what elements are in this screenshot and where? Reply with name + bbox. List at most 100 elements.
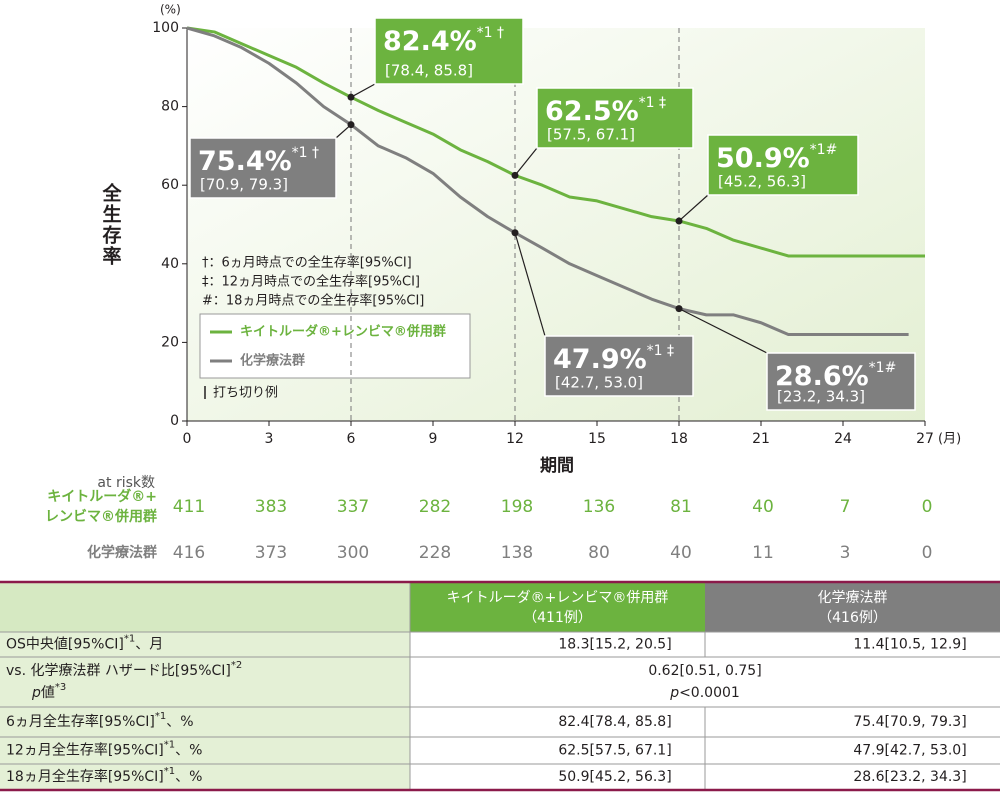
row-label-sup: *1	[164, 740, 175, 751]
legend-label: キイトルーダ®+レンビマ®併用群	[240, 324, 446, 340]
at-risk-value: 0	[922, 497, 933, 517]
callout-connector	[514, 232, 546, 337]
at-risk-value: 383	[255, 497, 287, 517]
row-label-suffix: 、月	[135, 637, 163, 653]
at-risk-value: 81	[670, 497, 692, 517]
callout-box	[544, 335, 694, 397]
row-label: p値*3	[31, 682, 66, 701]
annotation-point	[511, 171, 519, 179]
footnote: ‡：12ヵ月時点での全生存率[95%CI]	[202, 274, 420, 290]
row-label-italic: p	[31, 685, 41, 701]
callout-value-label: 62.5%	[545, 96, 639, 127]
y-tick-label: 40	[161, 256, 179, 272]
callout-box	[707, 134, 859, 196]
column-header-n: （416例）	[818, 610, 887, 626]
callout-ci: [23.2, 34.3]	[777, 388, 865, 406]
at-risk-value: 11	[752, 543, 774, 563]
at-risk-group: レンビマ®併用群	[45, 508, 157, 525]
callout-ci: [45.2, 56.3]	[718, 173, 806, 191]
callout-superscript: *1 †	[292, 145, 319, 161]
callout-connector	[678, 308, 768, 354]
row-label-suffix: 、%	[166, 714, 193, 730]
annotation-point	[347, 93, 355, 101]
x-unit: (月)	[938, 432, 961, 447]
row-label-text: 値	[41, 685, 55, 701]
at-risk-value: 416	[173, 543, 205, 563]
y-axis-title: 全生存率	[100, 182, 123, 267]
row-label-sup: *3	[55, 682, 66, 693]
callout-box	[374, 17, 524, 85]
row-label: vs. 化学療法群 ハザード比[95%CI]*2	[6, 660, 242, 679]
callout-value: 28.6%*1#	[775, 360, 896, 392]
callout-value: 47.9%*1 ‡	[553, 343, 674, 375]
row-label-text: vs. 化学療法群 ハザード比[95%CI]	[6, 662, 231, 679]
header-cell	[705, 582, 1000, 632]
callout-box	[536, 87, 694, 149]
at-risk-value: 228	[419, 543, 451, 563]
at-risk-group: 化学療法群	[87, 544, 157, 561]
x-tick-label: 27	[916, 431, 934, 447]
x-tick-label: 15	[588, 431, 606, 447]
callout-superscript: *1#	[869, 360, 897, 376]
row-label-suffix: 、%	[175, 769, 202, 785]
row-label: OS中央値[95%CI]*1、月	[6, 634, 163, 653]
merged-cell-italic: p	[669, 685, 679, 701]
table-cell: 62.5[57.5, 67.1]	[558, 743, 671, 759]
table-cell: 18.3[15.2, 20.5]	[558, 637, 671, 653]
merged-cell: 0.62[0.51, 0.75]	[648, 663, 761, 679]
annotation-point	[511, 229, 519, 237]
callout-connector	[514, 147, 538, 176]
at-risk-title: at risk数	[97, 475, 155, 491]
y-tick-label: 80	[161, 99, 179, 115]
at-risk-value: 300	[337, 543, 369, 563]
annotation-point	[675, 305, 683, 313]
row-label-text: 6ヵ月全生存率[95%CI]	[6, 713, 155, 730]
row-label-sup: *1	[124, 634, 135, 645]
header-cell	[410, 582, 705, 632]
y-tick-label: 0	[170, 413, 179, 429]
callout-value: 62.5%*1 ‡	[545, 95, 666, 127]
callout-value: 75.4%*1 †	[198, 145, 319, 177]
row-label-text: 12ヵ月全生存率[95%CI]	[6, 742, 164, 759]
callout-value: 82.4%*1 †	[383, 25, 504, 57]
y-tick-label: 100	[152, 20, 179, 36]
header-cell	[0, 582, 410, 632]
table-cell: 28.6[23.2, 34.3]	[853, 769, 966, 785]
at-risk-value: 411	[173, 497, 205, 517]
at-risk-value: 138	[501, 543, 533, 563]
table-cell: 82.4[78.4, 85.8]	[558, 714, 671, 730]
x-tick-label: 21	[752, 431, 770, 447]
censor-legend: 打ち切り例	[213, 386, 278, 401]
at-risk-value: 373	[255, 543, 287, 563]
callout-value-label: 28.6%	[775, 361, 869, 392]
callout-value: 50.9%*1#	[716, 142, 837, 174]
callout-value-label: 47.9%	[553, 344, 647, 375]
callout-connector	[350, 83, 376, 98]
row-label-sup: *1	[155, 711, 166, 722]
label-column	[0, 632, 410, 790]
x-tick-label: 9	[429, 431, 438, 447]
legend-label: 化学療法群	[240, 353, 305, 369]
callout-box	[189, 137, 337, 199]
callout-superscript: *1#	[810, 142, 838, 158]
at-risk-value: 7	[840, 497, 851, 517]
at-risk-value: 282	[419, 497, 451, 517]
x-tick-label: 0	[183, 431, 192, 447]
annotation-point	[675, 217, 683, 225]
row-label: 6ヵ月全生存率[95%CI]*1、%	[6, 711, 194, 730]
legend-box	[199, 313, 471, 379]
at-risk-value: 3	[840, 543, 851, 563]
row-label: 12ヵ月全生存率[95%CI]*1、%	[6, 740, 202, 759]
callout-value-label: 50.9%	[716, 143, 810, 174]
callout-value-label: 75.4%	[198, 146, 292, 177]
callout-ci: [78.4, 85.8]	[385, 62, 473, 80]
callout-superscript: *1 ‡	[639, 95, 666, 111]
column-header-n: （411例）	[523, 610, 592, 626]
x-tick-label: 24	[834, 431, 852, 447]
row-label: 18ヵ月全生存率[95%CI]*1、%	[6, 766, 202, 785]
at-risk-value: 80	[588, 543, 610, 563]
callout-connector	[678, 194, 709, 222]
callout-ci: [70.9, 79.3]	[200, 176, 288, 194]
footnote: †：6ヵ月時点での全生存率[95%CI]	[202, 255, 412, 271]
